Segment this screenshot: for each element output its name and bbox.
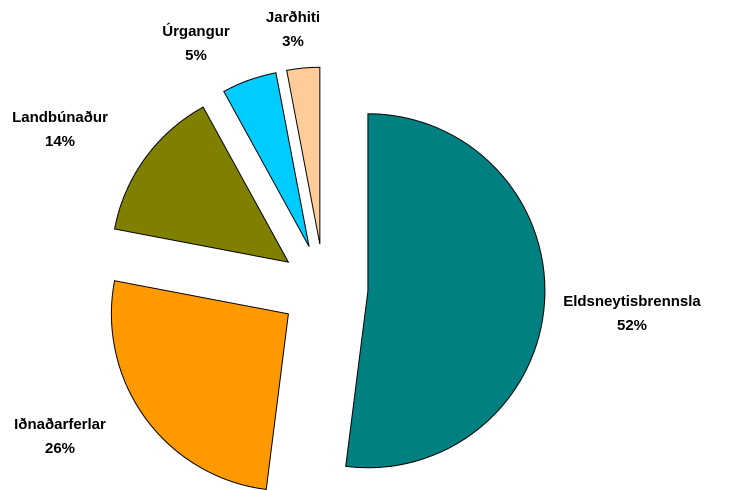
slice-value-label: 3% — [282, 33, 304, 50]
pie-slice — [345, 113, 546, 469]
slice-label: Landbúnaður — [12, 109, 108, 126]
slice-label: Eldsneytisbrennsla — [563, 293, 701, 310]
slice-label: Jarðhiti — [266, 9, 320, 26]
pie-slice — [110, 280, 289, 490]
slice-value-label: 14% — [45, 133, 75, 150]
pie-slice — [223, 72, 310, 247]
pie-slice — [286, 66, 321, 245]
slice-value-label: 5% — [185, 47, 207, 64]
slice-label: Iðnaðarferlar — [14, 416, 106, 433]
slice-label: Úrgangur — [162, 22, 230, 40]
pie-slice — [113, 106, 290, 263]
slice-value-label: 26% — [45, 440, 75, 457]
slice-value-label: 52% — [617, 317, 647, 334]
